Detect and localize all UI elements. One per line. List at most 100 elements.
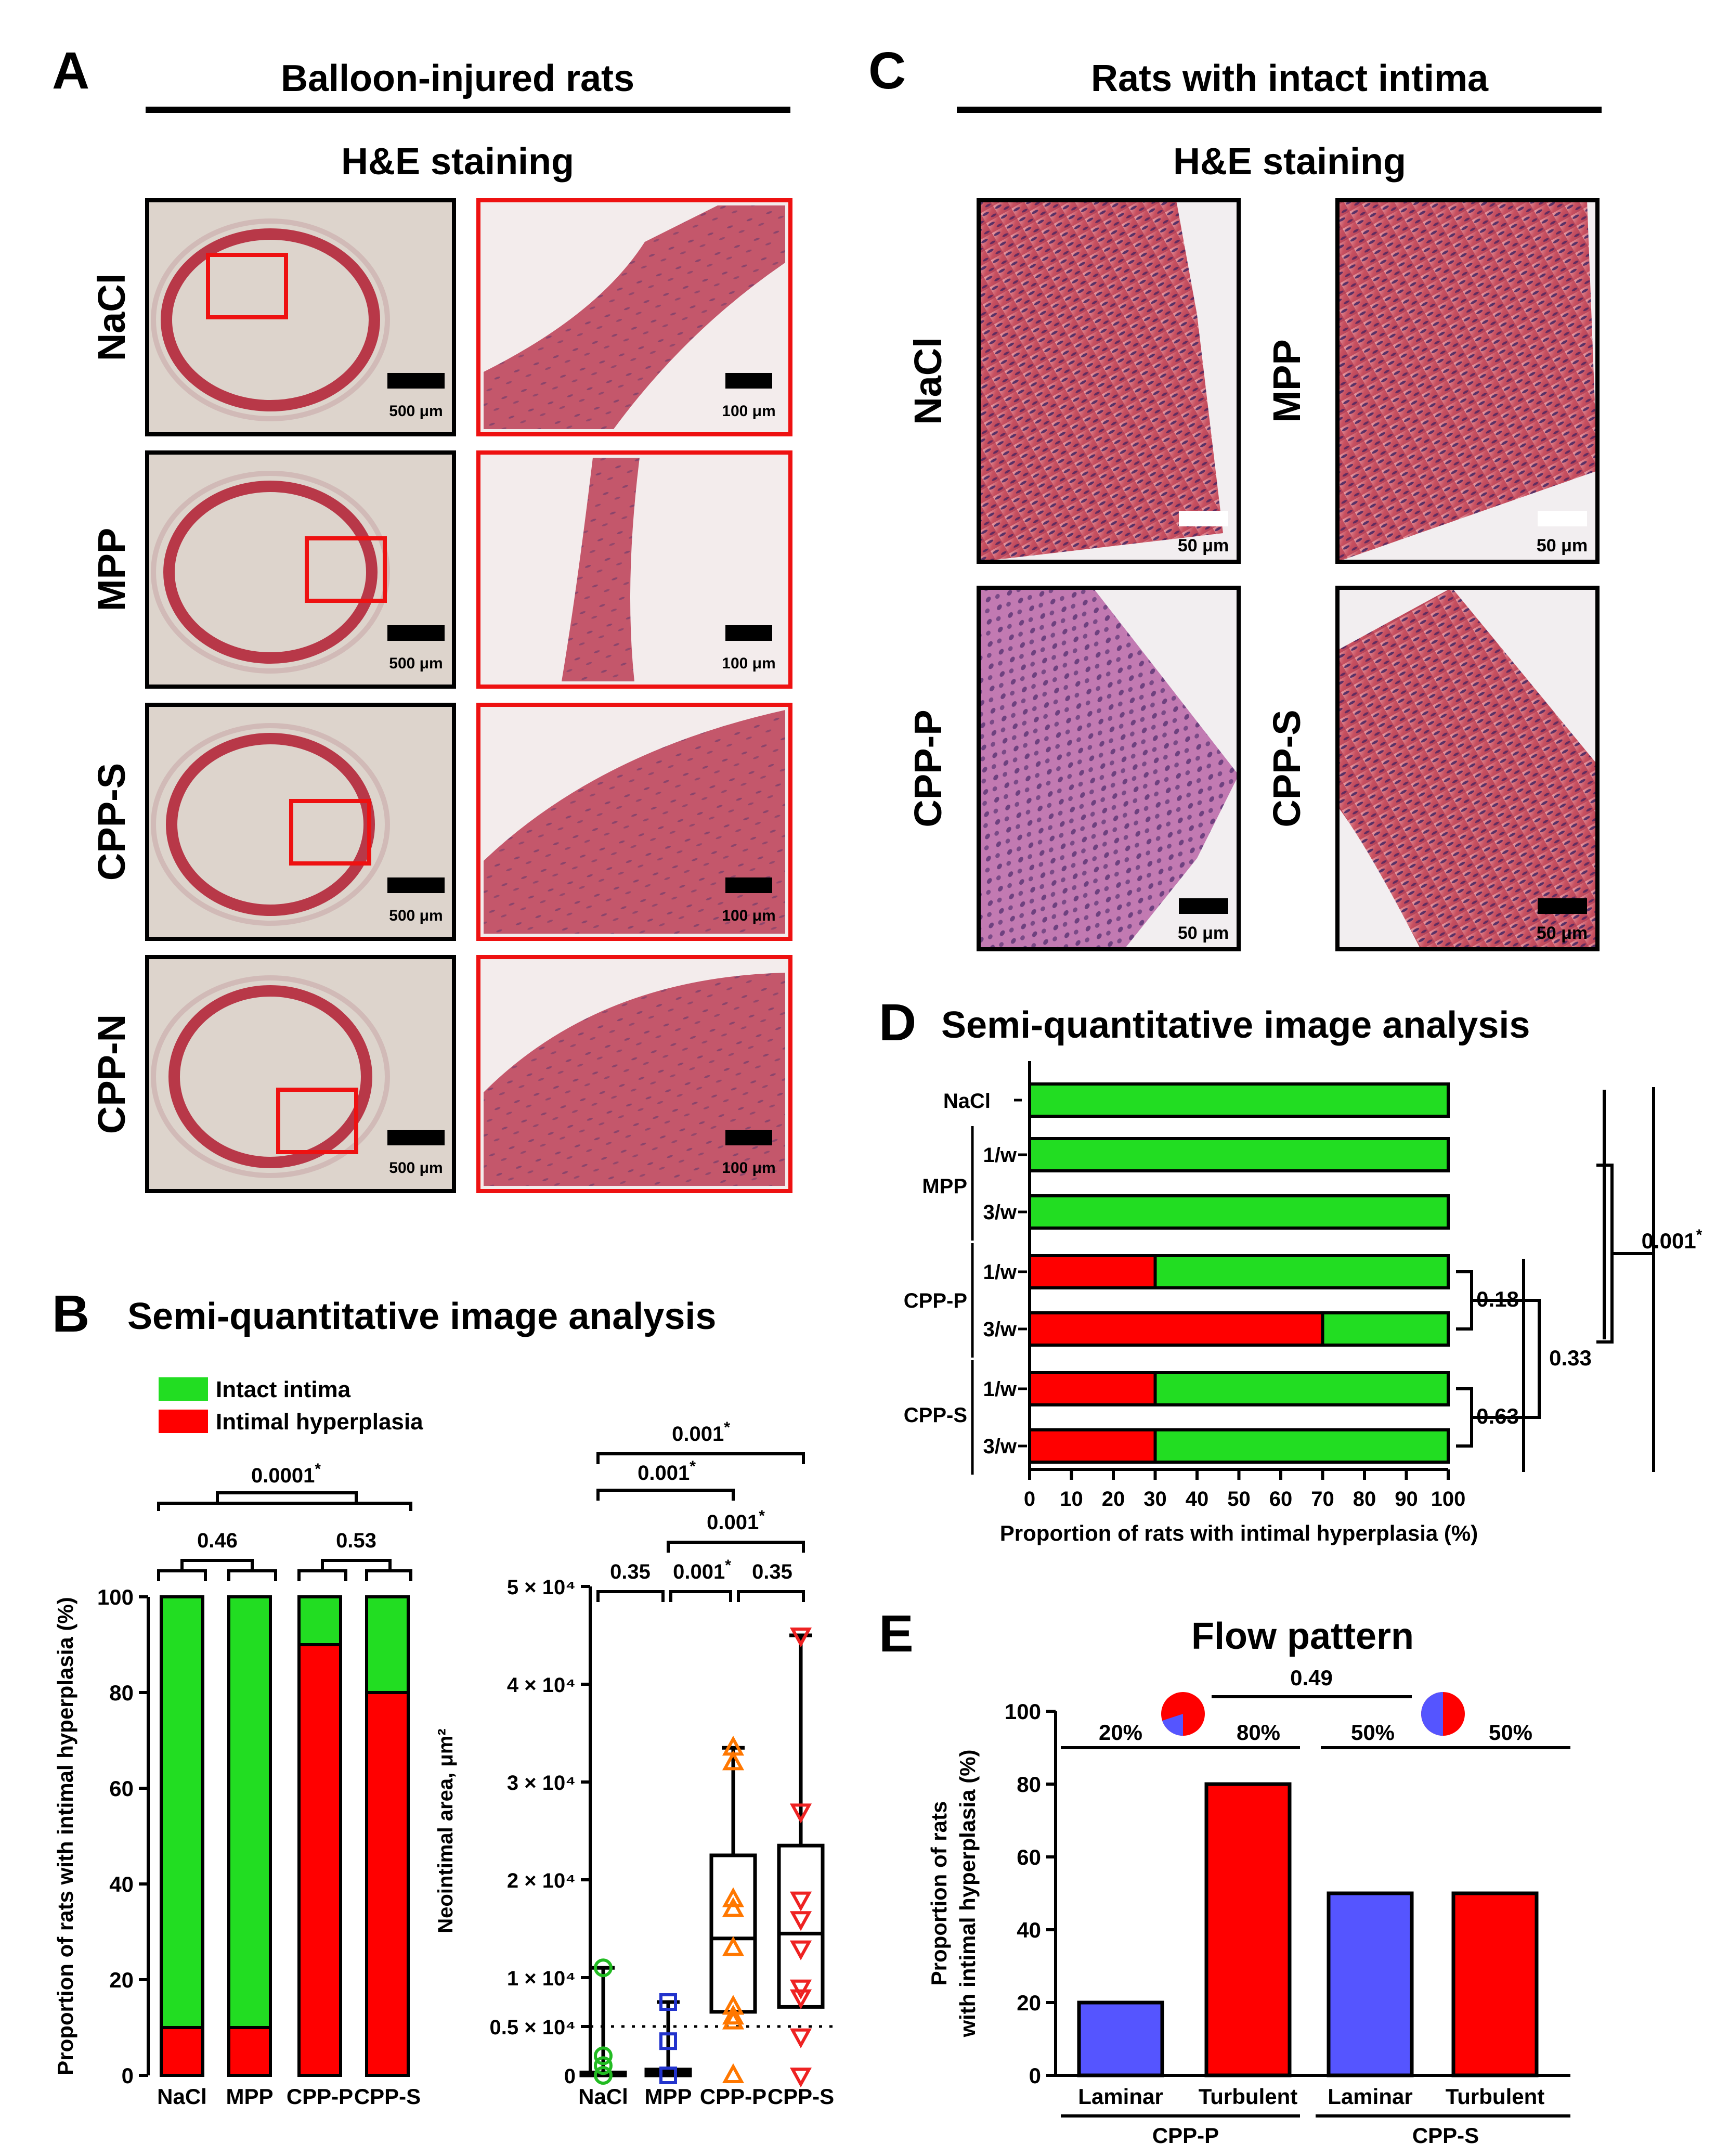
frequency-label: 1/w	[983, 1378, 1017, 1401]
x-tick-label: 40	[1186, 1488, 1209, 1511]
legend-swatch	[159, 1410, 208, 1433]
scale-bar-label: 50 μm	[1537, 536, 1588, 556]
bar-intact-nacl	[160, 1595, 204, 2029]
row-label-cpp-s: CPP-S	[90, 763, 133, 881]
zoom-region-box	[206, 253, 288, 319]
adventitia	[151, 471, 390, 674]
panel-letter-e: E	[879, 1605, 914, 1663]
scale-bar	[725, 625, 772, 641]
vessel-wall	[161, 228, 380, 411]
bar-laminar	[1327, 1891, 1414, 2077]
x-tick-label: 100	[1431, 1488, 1466, 1511]
p-value: 0.35	[610, 1560, 651, 1583]
image-label-cpp-p: CPP-P	[906, 709, 950, 827]
frequency-label: 1/w	[983, 1261, 1017, 1284]
vessel-wall	[163, 481, 378, 664]
group-label-nacl: NaCl	[943, 1090, 991, 1113]
image-frame	[977, 198, 1241, 564]
p-value-label: 0.0001*	[251, 1461, 321, 1487]
data-point	[659, 2032, 677, 2050]
percent-label: 80%	[1237, 1720, 1280, 1745]
scale-bar-label: 100 μm	[722, 655, 775, 672]
y-axis-label-line2: with intimal hyperplasia (%)	[955, 1749, 980, 2037]
image-frame	[1335, 198, 1600, 564]
y-tick-label: 5 × 10⁴	[507, 1576, 576, 1599]
bracket	[669, 1590, 732, 1602]
legend-swatch	[159, 1377, 208, 1401]
frequency-label: 3/w	[983, 1201, 1017, 1224]
tissue-region	[484, 205, 785, 429]
data-point	[722, 2004, 745, 2025]
zoom-micrograph: 100 μm	[476, 450, 792, 689]
bracket	[596, 1452, 805, 1464]
scale-bar	[387, 1130, 445, 1145]
image-label-nacl: NaCl	[906, 337, 950, 425]
panel-e-title: Flow pattern	[1191, 1616, 1414, 1657]
pie-slice-laminar	[1162, 1714, 1183, 1736]
data-point	[789, 1803, 812, 1824]
adventitia	[151, 723, 390, 926]
panel-d: D Semi-quantitative image analysis 0 10 20…	[879, 993, 1702, 1545]
p-value-label: 0.001*	[1642, 1227, 1702, 1253]
data-point	[789, 2068, 812, 2088]
p-value: 0.35	[752, 1560, 792, 1583]
y-axis-label: Neointimal area, μm²	[434, 1728, 457, 1933]
bar-intact-cpp-p	[297, 1595, 342, 1646]
x-tick-label: 10	[1060, 1488, 1083, 1511]
y-tick-label: 0.5 × 10⁴	[490, 2016, 576, 2039]
tissue-region	[1337, 200, 1597, 562]
bar-intact-cpp-s	[365, 1595, 410, 1694]
x-tick-label: 0	[1024, 1488, 1035, 1511]
tissue-region	[484, 710, 785, 934]
data-point	[789, 1979, 812, 2000]
data-point	[789, 2028, 812, 2049]
x-tick-label: 60	[1269, 1488, 1293, 1511]
bar-hyperplasia	[1028, 1428, 1157, 1464]
p-value-asterisk: *	[724, 1419, 730, 1436]
tissue-region	[1337, 588, 1597, 949]
group-label: MPP	[922, 1175, 967, 1198]
bar-hyperplasia-mpp	[227, 2026, 272, 2077]
data-point	[659, 2067, 677, 2084]
tissue-region	[562, 458, 640, 681]
p-value-label: 0.001*	[638, 1458, 696, 1484]
bar-turbulent	[1204, 1782, 1292, 2077]
y-tick-label: 100	[1005, 1699, 1041, 1724]
image-label-cpp-s: CPP-S	[1265, 709, 1308, 827]
p-value: 0.001	[1642, 1229, 1696, 1253]
scale-bar-label: 500 μm	[389, 907, 443, 924]
x-tick-label: Laminar	[1078, 2084, 1163, 2109]
p-value-label: 0.001*	[707, 1507, 765, 1534]
y-tick-label: 3 × 10⁴	[507, 1772, 576, 1794]
data-point	[789, 1891, 812, 1912]
zoom-region-box	[305, 536, 387, 603]
y-tick-label: 0	[564, 2065, 576, 2088]
row-label-nacl: NaCl	[90, 274, 133, 362]
p-value: 0.001	[673, 1560, 725, 1583]
panel-b-title: Semi-quantitative image analysis	[127, 1296, 716, 1337]
x-tick-label: 20	[1102, 1488, 1125, 1511]
panel-letter-c: C	[868, 42, 906, 100]
p-value-label: 0.53	[336, 1529, 376, 1552]
data-point	[722, 1735, 745, 1756]
bracket	[596, 1489, 735, 1501]
data-point	[789, 1940, 812, 1960]
bar-intact	[1153, 1428, 1450, 1464]
group-label: CPP-S	[904, 1404, 967, 1427]
panel-c-subtitle: H&E staining	[1173, 141, 1406, 183]
data-point	[722, 2009, 745, 2030]
p-value-asterisk: *	[759, 1507, 765, 1525]
image-label-mpp: MPP	[1265, 339, 1308, 422]
x-tick-label: CPP-P	[287, 2084, 353, 2109]
data-point	[722, 1750, 745, 1771]
p-value-label: 0.35	[752, 1560, 792, 1583]
row-label-cpp-n: CPP-N	[90, 1014, 133, 1134]
zoom-micrograph: 100 μm	[476, 198, 792, 436]
bracket	[1456, 1387, 1473, 1448]
bracket	[180, 1559, 254, 1571]
x-tick-label: Turbulent	[1446, 2084, 1545, 2109]
scale-bar-label: 100 μm	[722, 907, 775, 924]
intact-intima-micrograph: 50 μm	[977, 586, 1241, 951]
x-axis-label: Proportion of rats with intimal hyperpla…	[1000, 1521, 1478, 1545]
